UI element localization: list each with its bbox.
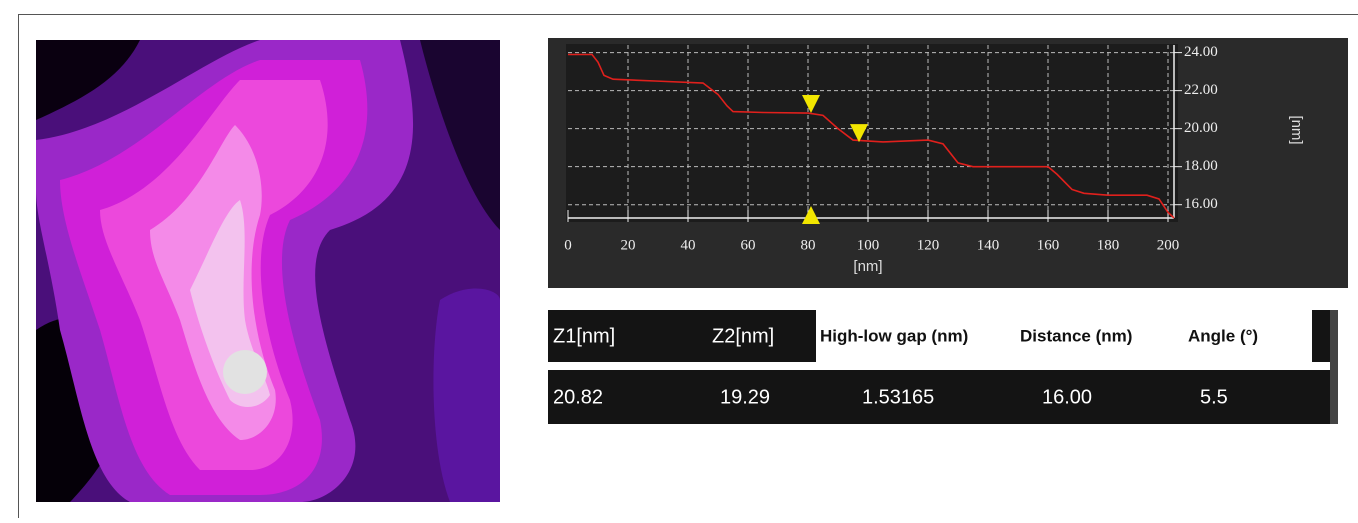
y-tick-label: 20.00 — [1184, 120, 1218, 136]
table-cell: 1.53165 — [862, 386, 934, 408]
x-tick-label: 160 — [1037, 237, 1060, 253]
header-cell: Distance (nm) — [1020, 326, 1132, 345]
x-tick-label: 200 — [1157, 237, 1180, 253]
x-tick-label: 20 — [621, 237, 636, 253]
y-tick-label: 16.00 — [1184, 196, 1218, 212]
x-tick-label: 180 — [1097, 237, 1120, 253]
profile-chart: [nm] [nm] 16.00 18.00 20.00 22.00 24.00 0 20 40… — [548, 38, 1348, 288]
header-cell: High-low gap (nm) — [820, 326, 968, 345]
x-tick-label: 80 — [801, 237, 816, 253]
table-cell: 5.5 — [1200, 386, 1228, 408]
x-tick-label: 40 — [681, 237, 696, 253]
header-cell: Z2[nm] — [712, 325, 774, 347]
x-axis-label: [nm] — [853, 258, 882, 275]
y-tick-label: 22.00 — [1184, 82, 1218, 98]
x-tick-label: 120 — [917, 237, 940, 253]
result-table: Z1[nm] Z2[nm] High-low gap (nm) Distance (n… — [548, 310, 1338, 424]
table-cell: 16.00 — [1042, 386, 1092, 408]
x-tick-label: 140 — [977, 237, 1000, 253]
y-tick-label: 24.00 — [1184, 44, 1218, 60]
y-tick-label: 18.00 — [1184, 158, 1218, 174]
screen: [nm] [nm] 16.00 18.00 20.00 22.00 24.00 0 20 40… — [0, 0, 1358, 518]
table-cell: 19.29 — [720, 386, 770, 408]
table-cell: 20.82 — [553, 386, 603, 408]
y-axis-label: [nm] — [1288, 115, 1305, 144]
header-cell: Z1[nm] — [553, 325, 615, 347]
afm-image — [36, 40, 500, 502]
plot-area — [566, 44, 1178, 222]
x-tick-label: 60 — [741, 237, 756, 253]
table-edge — [1330, 310, 1338, 424]
x-tick-label: 0 — [564, 237, 572, 253]
x-tick-label: 100 — [857, 237, 880, 253]
header-cell: Angle (°) — [1188, 326, 1258, 345]
